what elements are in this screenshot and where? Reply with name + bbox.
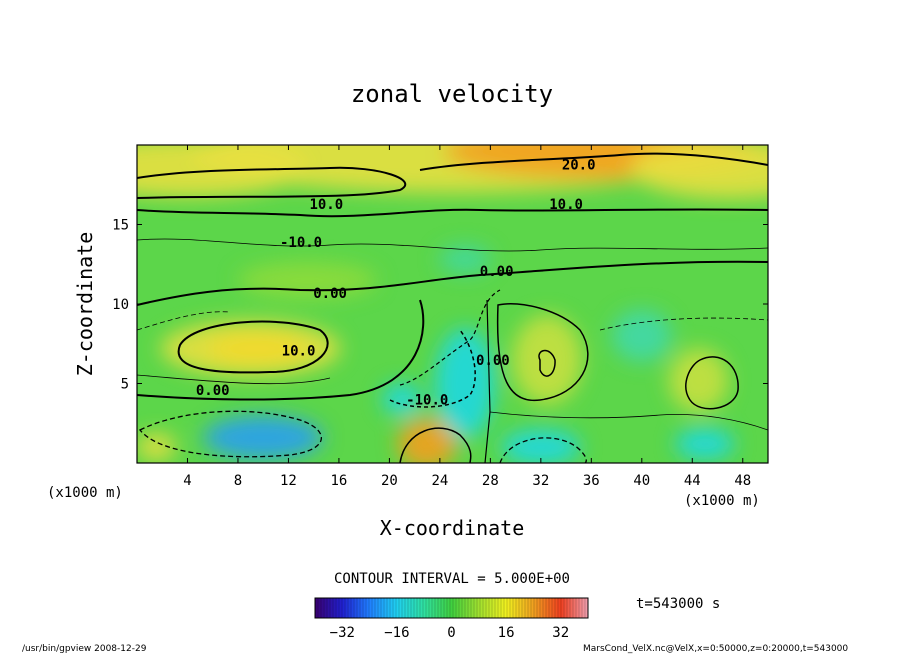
contour-line (489, 411, 768, 431)
field-region (206, 334, 307, 363)
x-tick-label: 16 (330, 473, 347, 489)
colorbar: −32 −16 0 16 32 (314, 597, 589, 641)
field-region (630, 145, 768, 199)
plot-area: 20.0 10.0 10.0 -10.0 0.00 0.00 10.0 0.00 -10.0 0.… (137, 145, 768, 463)
x-tick-label: 12 (280, 473, 297, 489)
field-region (611, 309, 672, 362)
contour-label: 0.00 (313, 286, 347, 302)
contour-line (599, 317, 768, 331)
contour-label: 10.0 (549, 197, 583, 213)
contour-label: 10.0 (282, 343, 316, 359)
colorbar-tick-label: −16 (384, 625, 409, 641)
contour-line (137, 374, 331, 385)
x-axis-label: X-coordinate (380, 516, 525, 540)
field-region (512, 314, 583, 405)
time-label: t=543000 s (636, 596, 720, 612)
x-tick-label: 40 (633, 473, 650, 489)
chart-title: zonal velocity (351, 80, 553, 108)
x-tick-label: 32 (532, 473, 549, 489)
y-tick-label: 5 (121, 377, 129, 393)
x-tick-label: 20 (381, 473, 398, 489)
field-shading (137, 145, 768, 463)
field-region (668, 348, 729, 413)
contour-label: -10.0 (406, 393, 448, 409)
x-tick-label: 28 (482, 473, 499, 489)
contour-label: 0.00 (196, 383, 230, 399)
x-tick-label: 36 (583, 473, 600, 489)
contour-label: 0.00 (480, 264, 514, 280)
x-tick-label: 8 (234, 473, 242, 489)
field-region (439, 245, 492, 274)
y-axis-label: Z-coordinate (73, 232, 97, 377)
field-region (137, 433, 176, 462)
contour-label: 20.0 (562, 157, 596, 173)
field-region (382, 383, 423, 416)
colorbar-tick-label: −32 (330, 625, 355, 641)
contour-labels: 20.0 10.0 10.0 -10.0 0.00 0.00 10.0 0.00 -10.0 0.… (196, 157, 596, 409)
y-axis: 5 10 15 (112, 218, 768, 393)
contour-line (138, 410, 322, 458)
z-unit-label: (x1000 m) (47, 485, 123, 501)
contour-line (389, 329, 476, 408)
footer-left: /usr/bin/gpview 2008-12-29 (22, 644, 147, 654)
x-tick-label: 48 (734, 473, 751, 489)
field-region (397, 417, 458, 463)
x-tick-label: 44 (684, 473, 701, 489)
contour-label: 10.0 (309, 197, 343, 213)
contour-line (137, 208, 768, 218)
contour-line (399, 427, 472, 463)
x-axis: 4 8 12 16 20 24 28 32 36 40 44 48 (183, 145, 751, 489)
contour-line (177, 320, 329, 374)
colorbar-tick-label: 32 (552, 625, 569, 641)
contour-line (499, 437, 587, 463)
y-tick-label: 10 (112, 297, 129, 313)
contour-line (137, 260, 768, 306)
x-tick-label: 24 (431, 473, 448, 489)
contour-lines (137, 152, 768, 463)
contour-line (419, 152, 768, 171)
contour-line (137, 166, 407, 199)
contour-line (538, 349, 556, 377)
field-region (237, 262, 378, 299)
contour-line (137, 311, 231, 331)
footer-right: MarsCond_VelX.nc@VelX,x=0:50000,z=0:2000… (583, 644, 848, 654)
colorbar-tick-label: 16 (498, 625, 515, 641)
field-region (674, 427, 735, 460)
field-region (203, 415, 324, 460)
colorbar-tick-label: 0 (447, 625, 455, 641)
contour-line (137, 299, 425, 401)
contour-interval: CONTOUR INTERVAL = 5.000E+00 (334, 571, 570, 587)
x-unit-label: (x1000 m) (684, 493, 760, 509)
contour-label: 0.00 (476, 353, 510, 369)
contour-label: -10.0 (280, 235, 322, 251)
field-region (500, 429, 581, 463)
field-region (435, 328, 496, 439)
contour-line (496, 303, 589, 402)
y-tick-label: 15 (112, 218, 129, 234)
contour-line (685, 356, 739, 410)
contour-line (137, 238, 768, 252)
x-tick-label: 4 (183, 473, 191, 489)
